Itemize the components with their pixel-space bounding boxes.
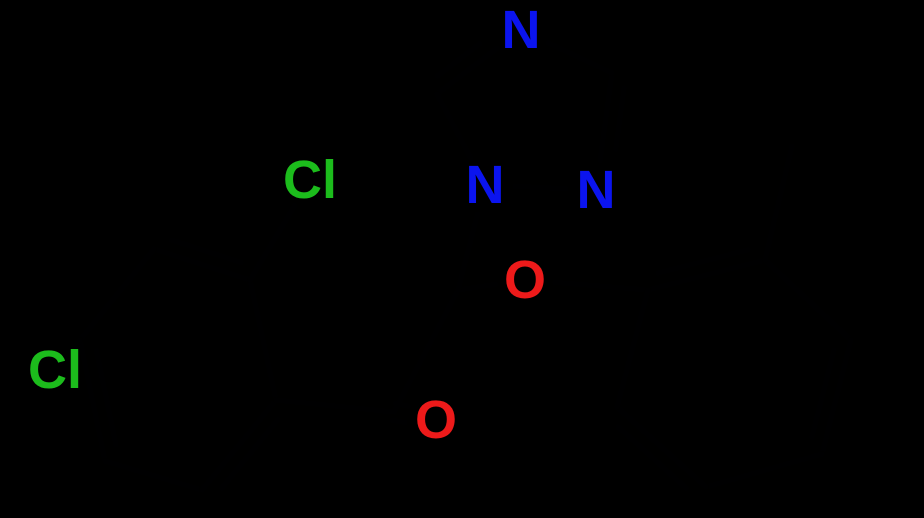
bond	[80, 249, 154, 340]
bond	[250, 206, 295, 280]
n-atom-label: N	[502, 0, 541, 60]
bond	[617, 407, 706, 487]
bond	[392, 420, 405, 422]
bond	[616, 88, 624, 149]
bond	[765, 260, 851, 340]
n-atom-label: N	[466, 155, 505, 215]
bond	[555, 282, 648, 290]
bond	[458, 214, 478, 290]
bond	[458, 284, 495, 290]
bond	[438, 44, 480, 76]
o-atom-label: O	[415, 390, 457, 450]
o-atom-label: O	[504, 250, 546, 310]
bond	[202, 400, 276, 490]
bond	[515, 186, 566, 188]
bond	[80, 340, 105, 461]
bond	[765, 146, 792, 260]
bond	[648, 260, 765, 290]
cl-atom-label: Cl	[283, 150, 337, 210]
bond	[276, 400, 394, 412]
bond	[250, 280, 276, 400]
bond	[822, 340, 851, 454]
bond	[548, 43, 612, 73]
cl-atom-label: Cl	[28, 340, 82, 400]
molecule-diagram: ClClOONNN	[0, 0, 924, 518]
bond	[105, 461, 202, 490]
n-atom-label: N	[577, 160, 616, 220]
bond	[600, 73, 612, 160]
bond	[154, 249, 250, 280]
bond	[617, 290, 648, 407]
bond	[706, 454, 822, 487]
bond	[437, 94, 471, 159]
